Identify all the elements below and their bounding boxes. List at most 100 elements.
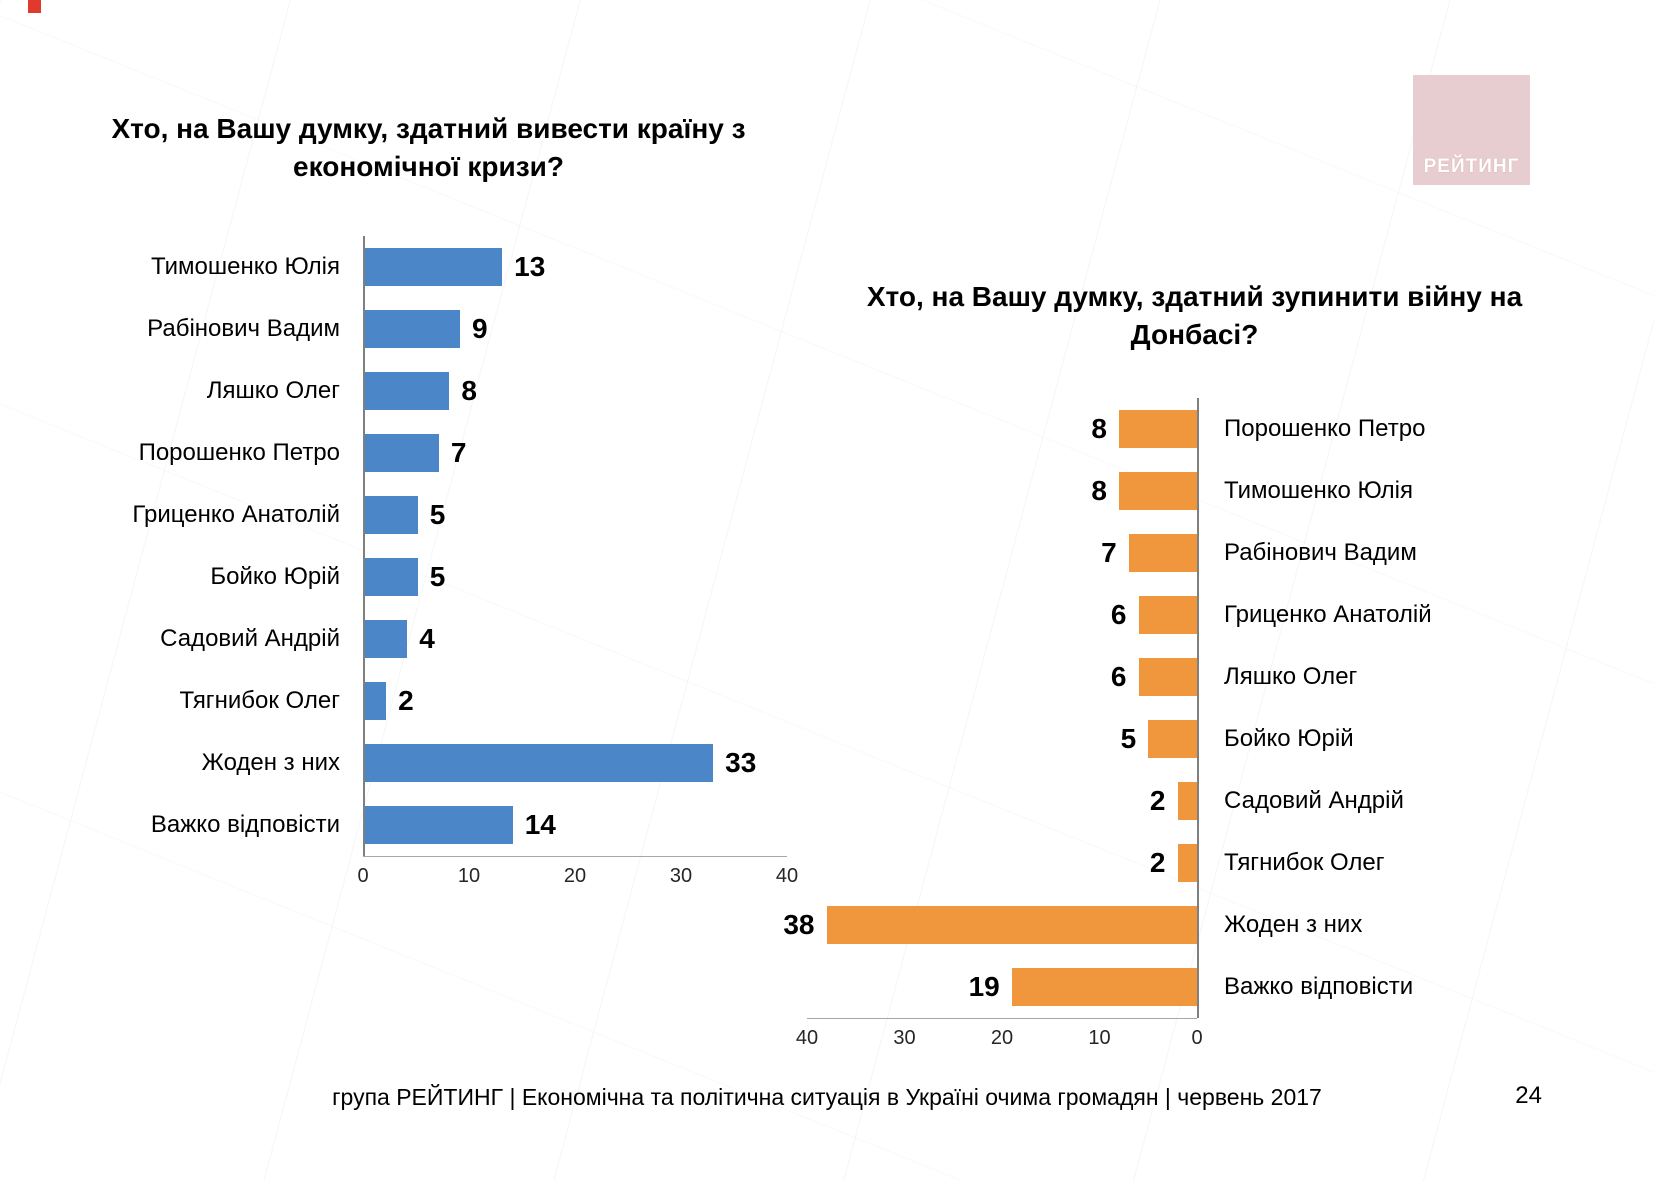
category-label: Тимошенко Юлія — [151, 252, 340, 280]
axis-tick-label: 40 — [795, 1026, 819, 1049]
axis-tick-label: 0 — [1191, 1026, 1203, 1049]
bar-zone: 33 — [363, 731, 787, 794]
bar-rows: 8 Порошенко Петро 8 Тимошенко Юлія 7 Рабінови… — [783, 397, 1582, 1018]
bar-zone: 14 — [363, 793, 787, 856]
bar-zone: 5 — [807, 707, 1199, 770]
value-label: 2 — [1149, 784, 1166, 816]
bar-row: Рабінович Вадим 9 — [70, 297, 787, 360]
axis-tick-label: 10 — [457, 864, 481, 887]
bar-row: 5 Бойко Юрій — [807, 707, 1582, 770]
bar-row: 2 Тягнибок Олег — [807, 831, 1582, 894]
category-label: Ляшко Олег — [1224, 662, 1358, 690]
category-label: Порошенко Петро — [138, 438, 340, 466]
bar — [1119, 409, 1197, 448]
category-label: Ляшко Олег — [206, 376, 340, 404]
bar-row: Тягнибок Олег 2 — [70, 669, 787, 732]
category-label: Порошенко Петро — [1224, 414, 1426, 442]
bar — [365, 371, 450, 410]
bar-row: Тимошенко Юлія 13 — [70, 235, 787, 298]
bar-row: Ляшко Олег 8 — [70, 359, 787, 422]
bar-row: Гриценко Анатолій 5 — [70, 483, 787, 546]
chart-title: Хто, на Вашу думку, здатний вивести краї… — [111, 113, 746, 182]
bar-row: 2 Садовий Андрій — [807, 769, 1582, 832]
bar-zone: 5 — [363, 483, 787, 546]
bar-row: Бойко Юрій 5 — [70, 545, 787, 608]
x-axis: 40 30 20 10 0 — [796, 1017, 1203, 1053]
value-label: 5 — [429, 498, 446, 530]
bar-zone: 7 — [363, 421, 787, 484]
bar-row: 7 Рабінович Вадим — [807, 521, 1582, 584]
bar-row: 38 Жоден з них — [783, 893, 1582, 956]
bar — [365, 743, 714, 782]
bar — [365, 495, 418, 534]
value-label: 5 — [1120, 722, 1137, 754]
category-label: Садовий Андрій — [160, 624, 340, 652]
bar — [1011, 967, 1197, 1006]
bar — [365, 805, 513, 844]
value-label: 6 — [1110, 598, 1127, 630]
bar-zone: 2 — [807, 769, 1199, 832]
bar — [1138, 595, 1197, 634]
category-label: Рабінович Вадим — [147, 314, 340, 342]
category-label: Бойко Юрій — [210, 562, 340, 590]
bar-zone: 19 — [807, 955, 1199, 1018]
bar-zone: 9 — [363, 297, 787, 360]
category-label: Тягнибок Олег — [1224, 848, 1385, 876]
axis-tick-label: 40 — [775, 864, 799, 887]
value-label: 5 — [429, 560, 446, 592]
bar-zone: 6 — [807, 583, 1199, 646]
value-label: 14 — [524, 808, 556, 840]
x-axis: 0 10 20 30 40 — [357, 855, 798, 891]
axis-tick-label: 20 — [990, 1026, 1014, 1049]
bar-row: Порошенко Петро 7 — [70, 421, 787, 484]
value-label: 7 — [1101, 536, 1117, 568]
category-label: Садовий Андрій — [1224, 786, 1404, 814]
value-label: 4 — [419, 622, 435, 654]
bar — [365, 247, 503, 286]
category-label: Важко відповісти — [150, 810, 340, 838]
bar-zone: 5 — [363, 545, 787, 608]
bar-zone: 8 — [363, 359, 787, 422]
bar-row: Жоден з них 33 — [70, 731, 787, 794]
corner-mark — [28, 0, 41, 13]
value-label: 6 — [1110, 660, 1127, 692]
bar-row: Садовий Андрій 4 — [70, 607, 787, 670]
page-number: 24 — [1515, 1082, 1542, 1109]
bar — [1177, 781, 1197, 820]
rating-group-logo: РЕЙТИНГ — [1413, 75, 1530, 185]
category-label: Рабінович Вадим — [1224, 538, 1417, 566]
bar — [1177, 843, 1197, 882]
category-label: Жоден з них — [201, 748, 340, 776]
axis-tick-label: 30 — [893, 1026, 916, 1049]
axis-tick-label: 20 — [563, 864, 587, 887]
value-label: 2 — [1149, 846, 1166, 878]
category-label: Тягнибок Олег — [179, 686, 341, 714]
bar — [1148, 719, 1197, 758]
value-label: 8 — [1091, 412, 1107, 444]
bar — [1128, 533, 1197, 572]
category-label: Тимошенко Юлія — [1224, 476, 1413, 504]
bar-row: 6 Гриценко Анатолій — [807, 583, 1582, 646]
economic-crisis-chart: Хто, на Вашу думку, здатний вивести краї… — [70, 96, 798, 891]
footer-caption: група РЕЙТИНГ | Економічна та політична … — [332, 1084, 1322, 1110]
value-label: 2 — [398, 684, 414, 716]
bar — [1138, 657, 1197, 696]
bar — [826, 905, 1197, 944]
bar — [1119, 471, 1197, 510]
category-label: Бойко Юрій — [1224, 724, 1354, 752]
donbas-war-chart: Хто, на Вашу думку, здатний зупинити вій… — [783, 270, 1582, 1053]
axis-tick-label: 30 — [669, 864, 693, 887]
bar-rows: Тимошенко Юлія 13 Рабінович Вадим 9 Ляшко Ол… — [70, 235, 787, 856]
bar-zone: 2 — [807, 831, 1199, 894]
bar — [365, 433, 439, 472]
bar-row: 8 Порошенко Петро — [807, 397, 1582, 460]
bar — [365, 309, 460, 348]
value-label: 7 — [450, 436, 467, 468]
bar-row: 19 Важко відповісти — [807, 955, 1582, 1018]
value-label: 8 — [461, 374, 477, 406]
bar-row: Важко відповісти 14 — [70, 793, 787, 856]
bar-zone: 2 — [363, 669, 787, 732]
value-label: 38 — [783, 908, 815, 940]
bar-zone: 8 — [807, 397, 1199, 460]
